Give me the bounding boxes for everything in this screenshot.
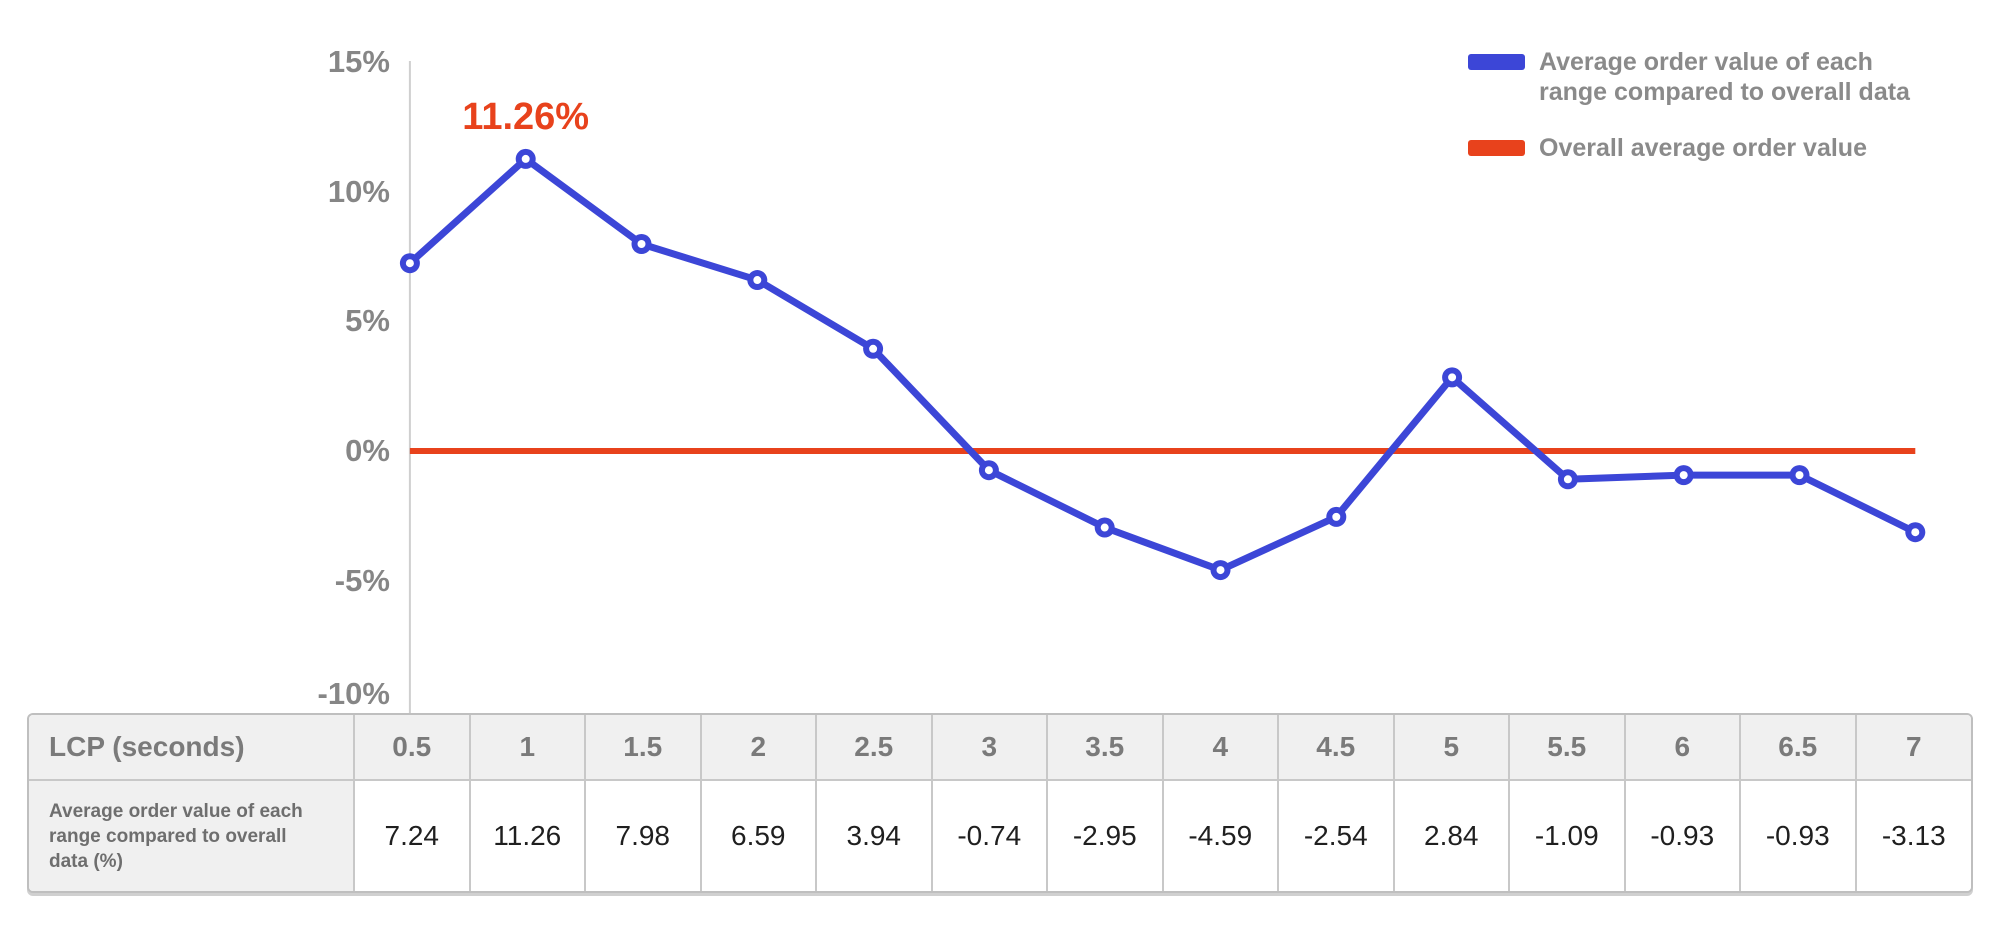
table-value-cell: -4.59 <box>1162 780 1279 891</box>
table-col-header: 7 <box>1855 715 1971 781</box>
legend-label: Average order value of each range compar… <box>1539 48 1910 106</box>
table-value-cell: -3.13 <box>1855 780 1971 891</box>
data-table-container: LCP (seconds) 0.5 1 1.5 2 2.5 3 3.5 4 4.5 5 5.5 6 6.… <box>27 713 1973 893</box>
table-col-header: 5.5 <box>1509 715 1626 781</box>
legend-swatch-blue-icon <box>1468 54 1525 70</box>
table-col-header: 1.5 <box>585 715 702 781</box>
table-col-header: 6 <box>1624 715 1741 781</box>
data-point-marker-center <box>753 276 762 285</box>
data-point-marker-center <box>984 466 993 475</box>
data-point-marker-center <box>1679 471 1688 480</box>
table-corner-cell: LCP (seconds) <box>29 715 355 781</box>
chart-page: 11.26% Average order value of each range… <box>27 43 1973 893</box>
table-value-cell: 3.94 <box>816 780 933 891</box>
table-value-cell: -0.93 <box>1740 780 1857 891</box>
table-value-cell: 7.98 <box>585 780 702 891</box>
data-point-marker-center <box>637 239 646 248</box>
data-point-marker-center <box>1216 566 1225 575</box>
y-axis-tick-label: 15% <box>327 43 390 79</box>
table-col-header: 5 <box>1393 715 1510 781</box>
chart-area: 11.26% Average order value of each range… <box>317 43 1926 713</box>
legend: Average order value of each range compar… <box>1468 47 1910 163</box>
table-col-header: 4 <box>1162 715 1279 781</box>
table-header-row: LCP (seconds) 0.5 1 1.5 2 2.5 3 3.5 4 4.5 5 5.5 6 6.… <box>29 715 1971 781</box>
table-col-header: 3.5 <box>1047 715 1164 781</box>
y-axis-tick-label: -5% <box>334 562 390 598</box>
table-value-cell: 11.26 <box>469 780 586 891</box>
legend-swatch-red-icon <box>1468 140 1525 156</box>
legend-item-overall-average: Overall average order value <box>1468 133 1910 163</box>
legend-label: Overall average order value <box>1539 134 1867 162</box>
table-value-cell: -1.09 <box>1509 780 1626 891</box>
data-point-marker-center <box>1100 523 1109 532</box>
table-value-cell: -0.93 <box>1624 780 1741 891</box>
line-chart <box>399 61 1926 713</box>
data-point-marker-center <box>1332 512 1341 521</box>
data-point-marker-center <box>1795 471 1804 480</box>
table-col-header: 6.5 <box>1740 715 1857 781</box>
data-point-marker-center <box>405 259 414 268</box>
data-point-marker-center <box>1911 528 1920 537</box>
table-col-header: 2.5 <box>816 715 933 781</box>
y-axis-tick-label: 10% <box>327 173 390 209</box>
table-value-row: Average order value of each range compar… <box>29 780 1971 891</box>
y-axis-tick-label: 5% <box>345 303 390 339</box>
data-point-marker-center <box>869 344 878 353</box>
data-table: LCP (seconds) 0.5 1 1.5 2 2.5 3 3.5 4 4.5 5 5.5 6 6.… <box>29 715 1971 891</box>
y-axis-tick-label: -10% <box>317 676 390 711</box>
table-row-label-cell: Average order value of each range compar… <box>29 780 355 891</box>
table-value-cell: 2.84 <box>1393 780 1510 891</box>
table-col-header: 3 <box>931 715 1048 781</box>
table-col-header: 0.5 <box>354 715 471 781</box>
data-point-marker-center <box>521 154 530 163</box>
table-col-header: 4.5 <box>1278 715 1395 781</box>
table-value-cell: -0.74 <box>931 780 1048 891</box>
data-point-marker-center <box>1448 373 1457 382</box>
aov-data-points <box>399 148 1926 581</box>
data-point-marker-center <box>1563 475 1572 484</box>
table-value-cell: -2.95 <box>1047 780 1164 891</box>
legend-item-aov-range: Average order value of each range compar… <box>1468 47 1910 107</box>
peak-value-annotation: 11.26% <box>462 95 590 138</box>
table-value-cell: -2.54 <box>1278 780 1395 891</box>
y-axis-tick-label: 0% <box>345 433 390 468</box>
table-col-header: 1 <box>469 715 586 781</box>
table-col-header: 2 <box>700 715 817 781</box>
table-value-cell: 7.24 <box>354 780 471 891</box>
table-value-cell: 6.59 <box>700 780 817 891</box>
aov-series-line <box>406 155 1919 574</box>
